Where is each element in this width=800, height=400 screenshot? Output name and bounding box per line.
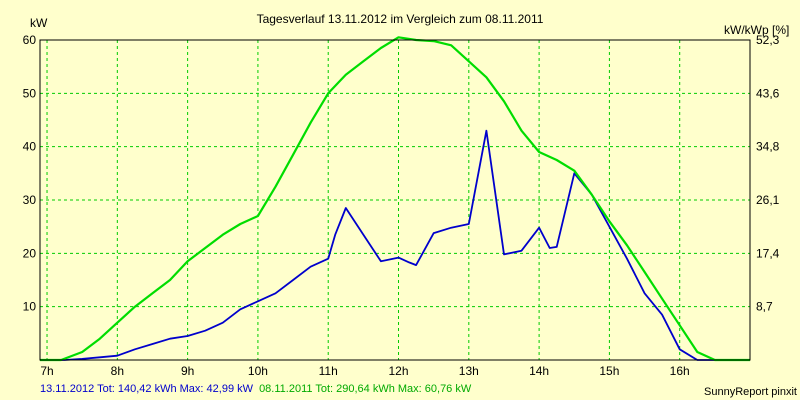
footer-credit: SunnyReport pinxit <box>704 386 797 398</box>
footer-blue-stats: 13.11.2012 Tot: 140,42 kWh Max: 42,99 kW <box>40 383 254 395</box>
x-tick-14h: 14h <box>529 364 549 378</box>
series-lines <box>40 36 750 362</box>
y-right-tick-40: 34,8 <box>756 140 780 154</box>
x-tick-15h: 15h <box>599 364 619 378</box>
left-axis-label: kW <box>30 16 48 30</box>
x-tick-11h: 11h <box>319 364 338 378</box>
y-right-tick-50: 43,6 <box>756 86 780 100</box>
chart-title: Tagesverlauf 13.11.2012 im Vergleich zum… <box>257 12 544 26</box>
y-right-tick-60: 52,3 <box>756 33 780 47</box>
x-tick-10h: 10h <box>248 364 268 378</box>
y-left-tick-20: 20 <box>23 246 37 260</box>
x-tick-7h: 7h <box>40 364 53 378</box>
plot-frame <box>39 39 751 361</box>
right-axis-label: kW/kWp [%] <box>724 23 789 37</box>
footer-stats: 13.11.2012 Tot: 140,42 kWh Max: 42,99 kW… <box>40 383 472 395</box>
x-tick-9h: 9h <box>181 364 194 378</box>
grid-lines <box>40 40 750 360</box>
x-tick-13h: 13h <box>459 364 479 378</box>
x-tick-12h: 12h <box>388 364 408 378</box>
y-left-tick-30: 30 <box>23 193 37 207</box>
y-right-tick-10: 8,7 <box>756 300 773 314</box>
footer-green-stats: 08.11.2011 Tot: 290,64 kWh Max: 60,76 kW <box>259 383 472 395</box>
y-right-tick-20: 17,4 <box>756 246 780 260</box>
y-left-tick-50: 50 <box>23 86 37 100</box>
series-line-green <box>40 36 750 362</box>
y-left-tick-40: 40 <box>23 140 37 154</box>
x-tick-8h: 8h <box>111 364 124 378</box>
y-left-tick-10: 10 <box>23 300 37 314</box>
tick-labels: 7h 8h 9h 10h 11h 12h 13h 14h 15h 16h 10 8,7 20 17,4 30… <box>23 33 780 378</box>
y-right-tick-30: 26,1 <box>756 193 780 207</box>
axes <box>39 39 751 361</box>
y-left-tick-60: 60 <box>23 33 37 47</box>
x-tick-16h: 16h <box>670 364 690 378</box>
